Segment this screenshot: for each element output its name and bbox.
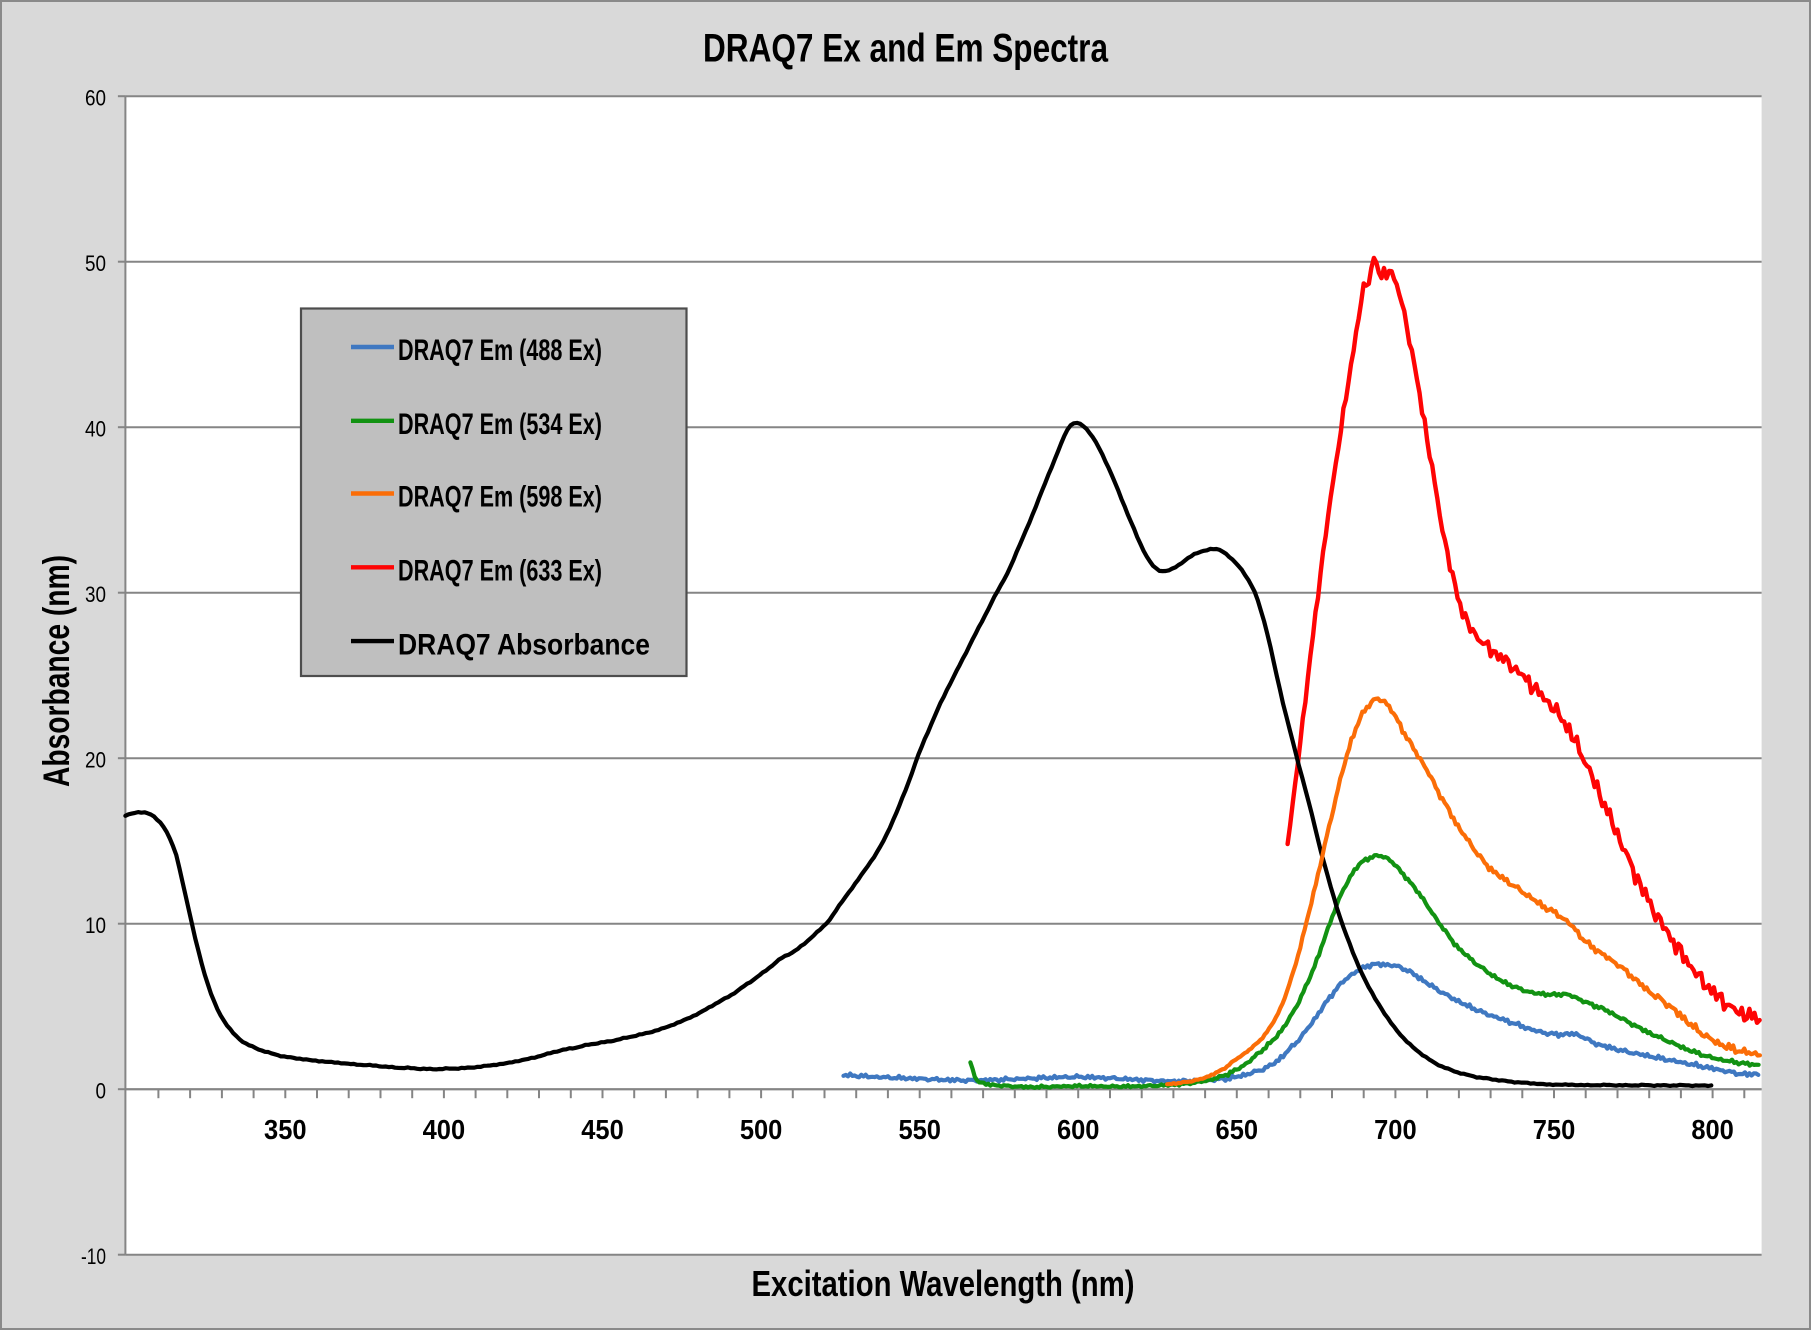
svg-text:500: 500: [740, 1114, 783, 1145]
svg-text:800: 800: [1691, 1114, 1734, 1145]
svg-text:40: 40: [85, 417, 106, 442]
svg-text:20: 20: [85, 748, 106, 773]
svg-text:DRAQ7 Em (488 Ex): DRAQ7 Em (488 Ex): [398, 334, 602, 367]
svg-text:30: 30: [85, 582, 106, 607]
svg-text:550: 550: [898, 1114, 941, 1145]
svg-text:DRAQ7 Em (598 Ex): DRAQ7 Em (598 Ex): [398, 481, 602, 514]
svg-text:Excitation Wavelength (nm): Excitation Wavelength (nm): [752, 1263, 1135, 1304]
svg-text:DRAQ7 Ex and Em Spectra: DRAQ7 Ex and Em Spectra: [703, 27, 1109, 71]
svg-text:600: 600: [1057, 1114, 1100, 1145]
svg-text:-10: -10: [81, 1244, 106, 1269]
svg-text:450: 450: [581, 1114, 624, 1145]
svg-text:650: 650: [1216, 1114, 1259, 1145]
svg-text:DRAQ7 Em (534 Ex): DRAQ7 Em (534 Ex): [398, 408, 602, 441]
svg-text:750: 750: [1533, 1114, 1576, 1145]
svg-text:700: 700: [1374, 1114, 1417, 1145]
svg-text:10: 10: [85, 913, 106, 938]
svg-text:DRAQ7 Em (633 Ex): DRAQ7 Em (633 Ex): [398, 555, 602, 588]
svg-text:50: 50: [85, 251, 106, 276]
svg-text:400: 400: [423, 1114, 466, 1145]
svg-text:DRAQ7 Absorbance: DRAQ7 Absorbance: [398, 628, 650, 661]
svg-text:350: 350: [264, 1114, 307, 1145]
svg-text:60: 60: [85, 86, 106, 111]
svg-text:Absorbance (nm): Absorbance (nm): [35, 555, 77, 787]
svg-text:0: 0: [96, 1079, 107, 1104]
